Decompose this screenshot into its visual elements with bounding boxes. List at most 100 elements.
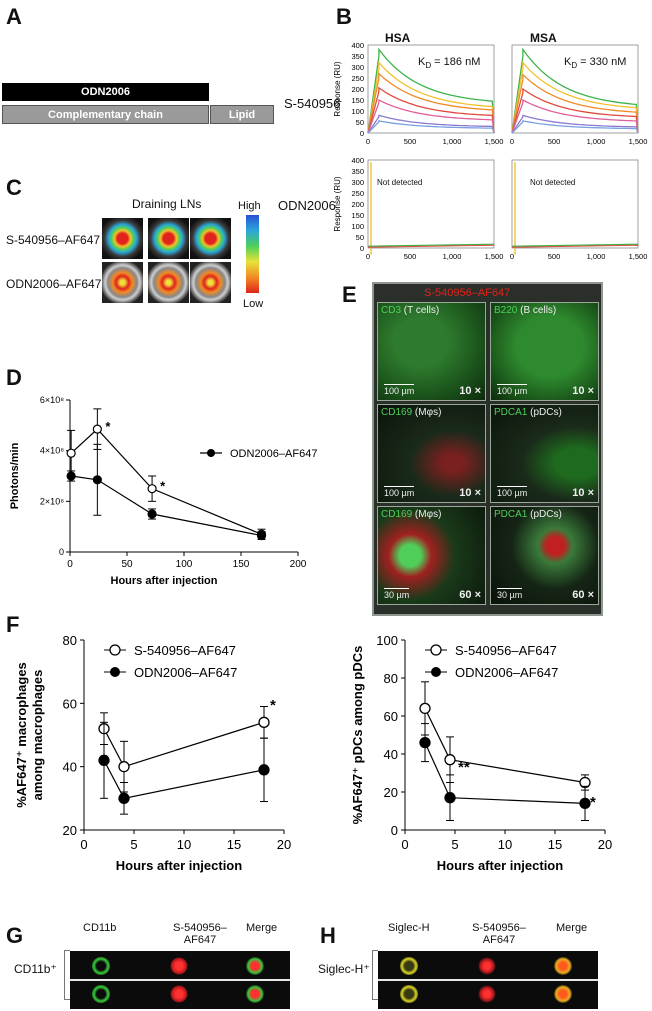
magnification-label: 60 ×	[572, 589, 594, 601]
f-point-0	[258, 716, 270, 728]
panel-label-a: A	[6, 4, 22, 29]
sensorgram-curve-4	[367, 98, 495, 134]
d-ytick-label: 4×10⁸	[40, 446, 64, 456]
b-xtick: 1,500	[629, 252, 648, 261]
micro-tile-label: CD169 (Mφs)	[381, 509, 441, 520]
f-ytick-label: 40	[63, 760, 77, 775]
b-ytick: 100	[351, 222, 364, 231]
micro-tile-label: PDCA1 (pDCs)	[494, 509, 562, 520]
d-ytick-label: 0	[59, 547, 64, 557]
f-ytick-label: 0	[391, 823, 398, 838]
micro-marker: CD169	[381, 509, 413, 520]
d-point-0	[92, 424, 102, 434]
g-row-label: CD11b⁺	[14, 962, 57, 976]
strip-divider	[70, 979, 290, 981]
f-xtick-label: 20	[277, 837, 291, 852]
d-series-line-0	[70, 428, 262, 535]
ln-image-3	[190, 218, 231, 259]
colorbar-high-label: High	[238, 200, 261, 212]
f-star: *	[270, 697, 276, 714]
chart-f: 20 40 60 80 0 5 10 15 20 Hours after injection S-5…	[14, 633, 612, 873]
f-legend-open-marker	[430, 644, 442, 656]
sensorgram-curve-1	[511, 60, 639, 134]
sensorgram-frame-1	[511, 44, 639, 134]
chart-d: 0 2×10⁸ 4×10⁸ 6×10⁸ 0 50 100 150 200 Hours after …	[9, 395, 317, 587]
f-ytick-label: 20	[384, 785, 398, 800]
micro-tile-label: B220 (B cells)	[494, 305, 556, 316]
sensorgram-curve-4	[511, 98, 639, 134]
b-ytick: 150	[351, 211, 364, 220]
flat-trace-red	[511, 244, 639, 248]
ln-image-4	[102, 262, 143, 303]
micro-cell-type: (Mφs)	[412, 407, 442, 418]
f-xtick-label: 5	[130, 837, 137, 852]
h-col1: Siglec-H	[388, 922, 430, 934]
micro-tile-4: PDCA1 (pDCs) 100 µm 10 ×	[490, 404, 599, 503]
g-col2: S-540956– AF647	[173, 922, 227, 946]
f-legend-filled-label: ODN2006–AF647	[455, 665, 558, 680]
af647-cell	[478, 985, 496, 1003]
micro-tile-label: PDCA1 (pDCs)	[494, 407, 562, 418]
sensorgram-frame-0	[367, 44, 495, 134]
lipid-bar: Lipid	[210, 105, 274, 124]
draining-lns-title: Draining LNs	[132, 197, 202, 211]
f-xtick-label: 20	[598, 837, 612, 852]
not-detected-right: Not detected	[530, 178, 576, 187]
micro-marker: CD3	[381, 305, 402, 316]
s540956-row-label: S-540956	[284, 96, 341, 111]
f-series-line-0	[103, 721, 265, 768]
sensorgram-curve-1	[367, 60, 495, 134]
h-row-label: Siglec-H⁺	[318, 962, 370, 976]
f-legend-filled-marker	[110, 667, 120, 677]
g-bracket	[64, 950, 70, 1000]
b-ytick: 250	[351, 189, 364, 198]
b-ytick: 300	[351, 178, 364, 187]
sensorgram-curve-0	[367, 47, 495, 134]
b-xtick: 500	[404, 252, 417, 261]
magnification-label: 10 ×	[572, 487, 594, 499]
ln-image-2	[148, 218, 189, 259]
f-left-ylabel-2: among macrophages	[30, 670, 45, 801]
f-xtick-label: 15	[227, 837, 241, 852]
d-xtick-label: 150	[233, 559, 250, 570]
ln-image-6	[190, 262, 231, 303]
d-point-1	[92, 475, 102, 485]
d-series-line-1	[71, 475, 262, 537]
f-xlabel-right: Hours after injection	[437, 858, 563, 873]
b-ytick: 100	[351, 107, 364, 116]
d-legend-marker	[207, 449, 215, 457]
msa-kd-label: KD = 330 nM	[564, 56, 627, 71]
sensorgram-curve-3	[511, 87, 639, 134]
panel-label-d: D	[6, 365, 22, 390]
h-col2: S-540956– AF647	[472, 922, 526, 946]
d-xtick-label: 50	[121, 559, 133, 570]
b-xtick: 500	[404, 137, 417, 146]
f-point-1	[444, 792, 456, 804]
magnification-label: 10 ×	[459, 487, 481, 499]
strip-divider	[378, 979, 598, 981]
sensorgram-frame-2	[367, 159, 495, 249]
b-ytick: 300	[351, 63, 364, 72]
f-legend-filled-label: ODN2006–AF647	[134, 665, 237, 680]
micro-cell-type: (T cells)	[401, 305, 440, 316]
f-legend-filled-marker	[431, 667, 441, 677]
scale-bar: 100 µm	[384, 384, 415, 396]
f-right-ylabel: %AF647⁺ pDCs among pDCs	[350, 646, 365, 825]
b-ylabel: Response (RU)	[333, 176, 342, 231]
d-xlabel: Hours after injection	[111, 575, 218, 587]
micro-tile-3: CD169 (Mφs) 100 µm 10 ×	[377, 404, 486, 503]
f-ytick-label: 80	[384, 671, 398, 686]
micro-tile-label: CD3 (T cells)	[381, 305, 439, 316]
siglech-cell	[400, 985, 418, 1003]
complementary-chain-bar: Complementary chain	[2, 105, 209, 124]
d-ytick-label: 6×10⁸	[40, 395, 64, 405]
panel-label-g: G	[6, 923, 24, 948]
d-xtick-label: 0	[67, 559, 73, 570]
hsa-title: HSA	[385, 31, 411, 45]
odn2006-row-label: ODN2006	[278, 198, 336, 213]
sensorgram-frame-3	[511, 159, 639, 249]
f-point-1	[579, 797, 591, 810]
micro-cell-type: (Mφs)	[412, 509, 442, 520]
b-ytick: 0	[360, 244, 364, 253]
f-point-1	[419, 736, 431, 749]
